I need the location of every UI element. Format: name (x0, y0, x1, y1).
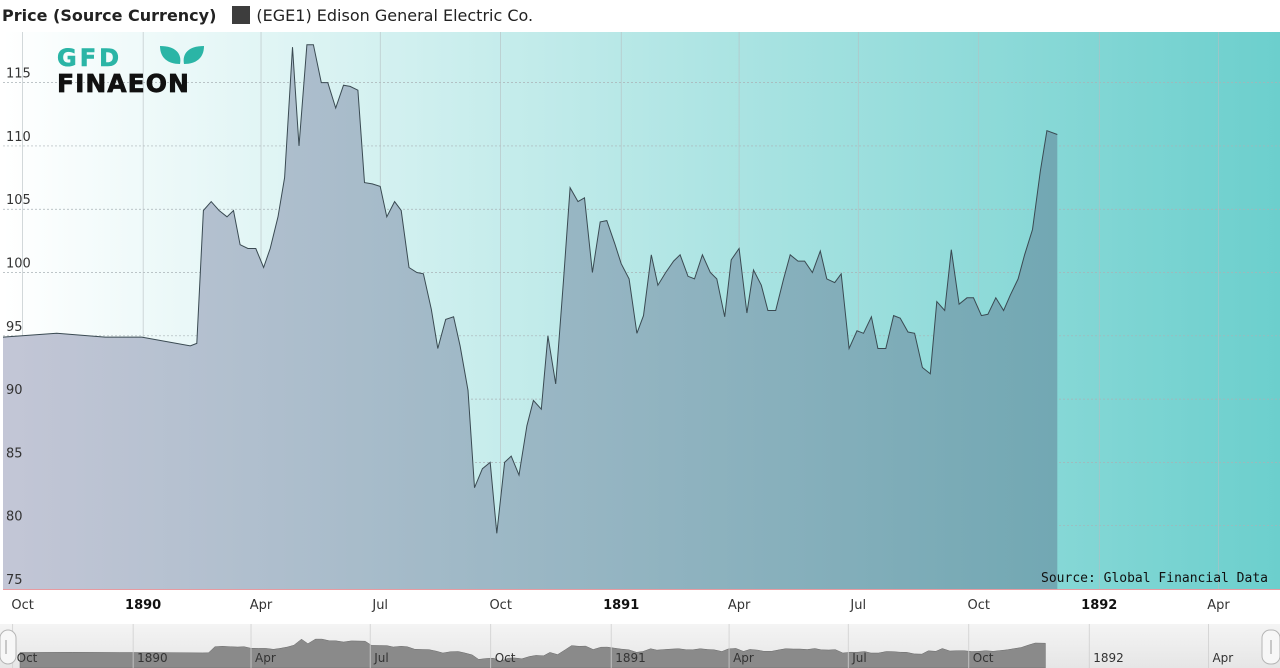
navigator-tick-label: Oct (495, 651, 516, 665)
x-tick-label: Oct (489, 598, 511, 613)
legend-swatch[interactable] (232, 6, 251, 24)
legend-title: Price (Source Currency) (2, 5, 217, 25)
x-tick-label: 1891 (603, 598, 639, 613)
navigator-left-handle[interactable] (0, 629, 17, 665)
svg-text:GFD: GFD (57, 44, 122, 72)
y-axis: 75 80 85 90 95 100 105 110 115 (6, 67, 31, 588)
series-line[interactable] (2, 44, 1058, 534)
y-tick-label: 90 (6, 383, 23, 398)
chart-legend: Price (Source Currency) (EGE1) Edison Ge… (0, 4, 533, 26)
y-tick-label: 115 (6, 67, 31, 82)
x-tick-label: Jul (849, 598, 866, 613)
y-tick-label: 75 (6, 573, 23, 588)
x-axis: Oct 1890 Apr Jul Oct 1891 Apr Jul Oct 1892 Apr (11, 598, 1230, 613)
y-tick-label: 100 (6, 257, 31, 272)
x-tick-label: Apr (728, 598, 751, 613)
y-tick-label: 105 (6, 193, 31, 208)
navigator-tick-label: Apr (733, 651, 754, 665)
navigator-tick-label: Jul (851, 651, 866, 665)
x-tick-label: Apr (1207, 598, 1230, 613)
x-tick-label: Jul (371, 598, 388, 613)
y-tick-label: 110 (6, 130, 31, 145)
navigator-tick-label: Oct (17, 651, 38, 665)
navigator-area (19, 638, 1046, 668)
x-tick-label: 1892 (1081, 598, 1117, 613)
series-area (3, 44, 1058, 589)
navigator-tick-label: Apr (1212, 651, 1233, 665)
navigator-tick-label: 1891 (615, 651, 646, 665)
x-tick-label: Apr (250, 598, 273, 613)
navigator-right-handle[interactable] (1261, 629, 1280, 665)
x-tick-label: Oct (11, 598, 33, 613)
navigator-tick-label: 1890 (137, 651, 168, 665)
gfd-finaeon-logo: GFD FINAEON (57, 44, 204, 96)
navigator[interactable]: Oct 1890 Apr Jul Oct 1891 Apr Jul Oct 1892 Apr (0, 624, 1280, 668)
navigator-tick-label: Jul (373, 651, 388, 665)
navigator-tick-label: 1892 (1093, 651, 1124, 665)
x-tick-label: Oct (968, 598, 990, 613)
navigator-tick-label: Oct (973, 651, 994, 665)
source-note: Source: Global Financial Data (1041, 571, 1268, 586)
x-tick-label: 1890 (125, 598, 161, 613)
leaf-icon (160, 46, 204, 64)
navigator-tick-label: Apr (255, 651, 276, 665)
y-tick-label: 85 (6, 446, 23, 461)
legend-series-label[interactable]: (EGE1) Edison General Electric Co. (256, 5, 534, 25)
y-tick-label: 95 (6, 320, 23, 335)
y-tick-label: 80 (6, 510, 23, 525)
svg-text:FINAEON: FINAEON (57, 69, 190, 96)
